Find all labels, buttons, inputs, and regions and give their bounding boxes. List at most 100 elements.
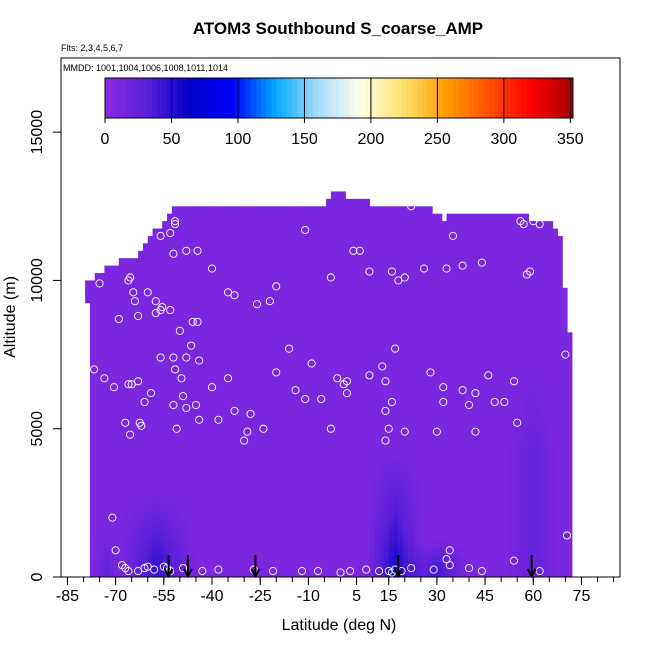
heatmap-cell [470, 547, 477, 556]
heatmap-cell [181, 473, 187, 482]
heatmap-cell [147, 510, 154, 519]
heatmap-cell [441, 539, 448, 548]
heatmap-cell [523, 421, 530, 430]
sample-point [252, 300, 262, 309]
heatmap-cell [446, 488, 452, 497]
heatmap-cell [566, 399, 573, 408]
heatmap-cell [326, 250, 332, 259]
heatmap-cell [200, 317, 207, 326]
heatmap-cell [229, 517, 236, 526]
heatmap-cell [248, 354, 255, 363]
heatmap-cell [244, 473, 250, 482]
heatmap-cell [489, 458, 496, 467]
heatmap-cell [364, 443, 371, 452]
sample-point [342, 377, 351, 386]
heatmap-cell [335, 532, 342, 541]
heatmap-cell [403, 525, 409, 534]
heatmap-cell [330, 310, 337, 319]
sample-point [509, 377, 519, 386]
sample-point [297, 567, 306, 576]
heatmap-cell [253, 354, 260, 363]
heatmap-cell [547, 354, 554, 363]
heatmap-cell [330, 361, 337, 370]
heatmap-cell [350, 280, 356, 289]
heatmap-cell [200, 361, 207, 370]
heatmap-cell [306, 421, 313, 430]
heatmap-cell [181, 532, 187, 541]
heatmap-cell [509, 569, 515, 577]
heatmap-cell [523, 458, 530, 467]
heatmap-cell [407, 488, 414, 497]
heatmap-cell [287, 235, 293, 244]
heatmap-cell [470, 539, 477, 548]
heatmap-cell [412, 554, 419, 563]
heatmap-cell [485, 361, 491, 370]
heatmap-cell [364, 221, 371, 230]
heatmap-cell [480, 495, 486, 504]
heatmap-cell [436, 310, 443, 319]
heatmap-cell [162, 310, 168, 319]
heatmap-cell [441, 413, 448, 422]
heatmap-cell [171, 480, 178, 489]
heatmap-cell [379, 310, 385, 319]
heatmap-cell [427, 480, 433, 489]
heatmap-cell [542, 302, 549, 311]
heatmap-cell [316, 287, 322, 296]
heatmap-cell [181, 221, 187, 230]
heatmap-cell [475, 480, 481, 489]
heatmap-cell [171, 510, 178, 519]
heatmap-cell [542, 391, 549, 400]
heatmap-cell [446, 221, 452, 230]
heatmap-cell [152, 525, 158, 534]
heatmap-cell [114, 510, 120, 519]
heatmap-cell [340, 421, 346, 430]
heatmap-cell [277, 295, 284, 304]
heatmap-cell [109, 502, 115, 511]
heatmap-cell [205, 532, 211, 541]
heatmap-cell [263, 324, 269, 333]
heatmap-cell [234, 317, 240, 326]
heatmap-cell [181, 258, 187, 267]
sample-point [143, 562, 152, 571]
heatmap-cell [297, 488, 303, 497]
heatmap-cell [403, 339, 409, 348]
heatmap-cell [393, 450, 399, 459]
heatmap-cell [220, 369, 226, 378]
heatmap-cell [162, 421, 168, 430]
heatmap-cell [364, 480, 371, 489]
heatmap-cell [359, 532, 366, 541]
heatmap-cell [118, 428, 125, 437]
sample-point [381, 377, 390, 386]
heatmap-cell [258, 517, 264, 526]
heatmap-cell [475, 562, 481, 571]
heatmap-cell [470, 310, 477, 319]
heatmap-cell [427, 532, 433, 541]
heatmap-cell [210, 361, 216, 370]
sample-point [301, 225, 310, 235]
heatmap-cell [422, 206, 428, 215]
heatmap-cell [273, 562, 279, 571]
heatmap-cell [114, 428, 120, 437]
heatmap-cell [301, 339, 308, 348]
heatmap-cell [147, 347, 154, 356]
heatmap-cell [297, 317, 303, 326]
heatmap-cell [460, 510, 467, 519]
heatmap-cell [432, 258, 438, 267]
heatmap-cell [229, 235, 236, 244]
heatmap-cell [229, 250, 236, 259]
heatmap-cell [388, 376, 395, 385]
heatmap-cell [412, 265, 419, 274]
heatmap-cell [513, 399, 520, 408]
heatmap-cell [538, 317, 544, 326]
heatmap-cell [210, 317, 216, 326]
heatmap-cell [364, 273, 371, 282]
heatmap-cell [417, 391, 424, 400]
heatmap-cell [432, 310, 438, 319]
heatmap-cell [518, 517, 525, 526]
heatmap-cell [157, 428, 163, 437]
heatmap-cell [326, 525, 332, 534]
heatmap-cell [167, 539, 173, 548]
heatmap-cell [350, 458, 356, 467]
heatmap-cell [417, 569, 424, 577]
heatmap-cell [398, 399, 404, 408]
